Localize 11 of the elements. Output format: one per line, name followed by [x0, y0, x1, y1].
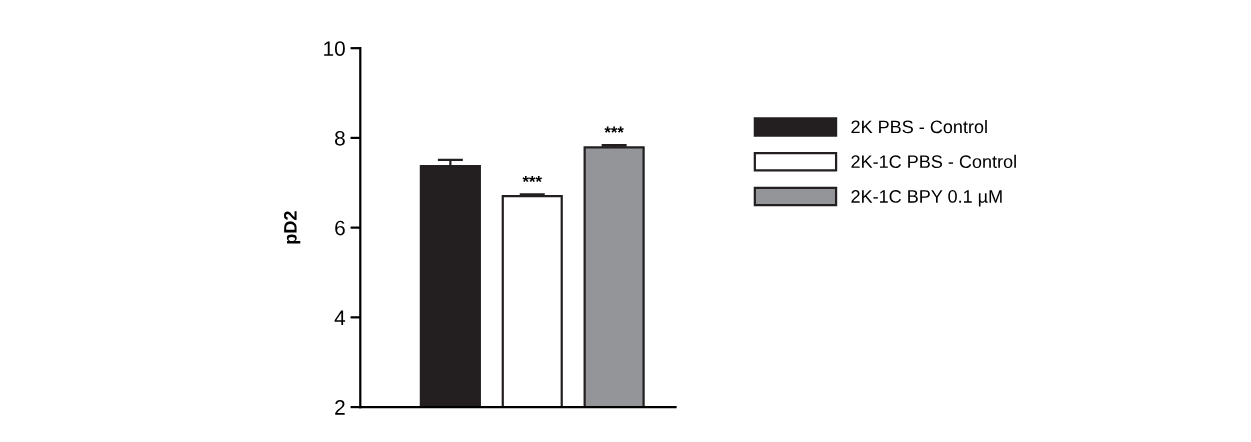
y-tick-label: 4 — [334, 310, 346, 325]
y-tick-label: 2 — [335, 400, 345, 415]
legend-label: 2K PBS - Control — [851, 119, 987, 134]
annotation: *** — [604, 126, 624, 133]
y-tick-label: 8 — [335, 130, 345, 146]
annotation: *** — [522, 175, 542, 183]
y-tick-label: 6 — [335, 220, 345, 236]
legend-label: 2K-1C BPY 0.1 µM — [851, 190, 1002, 207]
legend-label: 2K-1C PBS - Control — [851, 154, 1016, 169]
y-tick-label: 10 — [324, 41, 345, 56]
y-axis-title: pD2 — [283, 211, 301, 244]
